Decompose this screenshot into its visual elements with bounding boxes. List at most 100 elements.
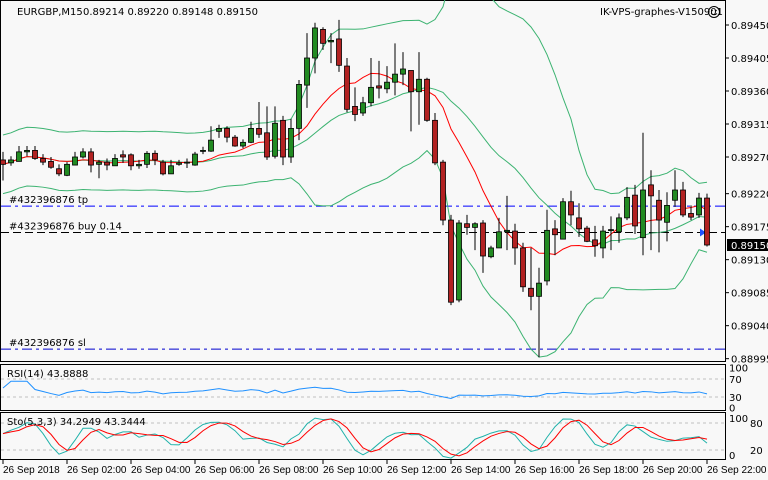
candle (680, 181, 686, 218)
candle-body (544, 229, 550, 282)
candle-body (208, 139, 214, 152)
candle (624, 187, 630, 221)
candle-body (128, 154, 134, 167)
candle-body (632, 194, 638, 227)
time-label: 26 Sep 16:00 (515, 465, 575, 476)
candle-body (120, 154, 126, 158)
candle-body (272, 122, 278, 157)
candle (568, 190, 574, 226)
candle (632, 184, 638, 234)
candle (616, 213, 622, 243)
candle (512, 223, 518, 265)
bollinger-lower-band (2, 149, 708, 358)
candle-body (16, 151, 22, 162)
price-label: 0.89405 (731, 54, 768, 65)
candle-body (200, 149, 206, 152)
stochastic-panel[interactable] (0, 412, 726, 460)
candle-body (400, 68, 406, 75)
candle (472, 222, 478, 251)
candle (0, 151, 6, 181)
time-label: 26 Sep 10:00 (323, 465, 383, 476)
candle (440, 159, 446, 226)
candle (48, 157, 54, 169)
candle (168, 159, 174, 175)
candle (64, 162, 70, 177)
candle (480, 220, 486, 273)
candle (408, 70, 414, 132)
price-label: 0.88995 (731, 355, 768, 366)
candle-body (144, 152, 150, 165)
candle-body (344, 65, 350, 110)
candle (216, 124, 222, 138)
stochastic-level-label: 80 (750, 419, 763, 430)
expert-name: IK-VPS-graphes-V150901 (600, 7, 723, 18)
candle (72, 151, 78, 166)
candle-body (64, 163, 70, 176)
time-label: 26 Sep 08:00 (259, 465, 319, 476)
candle-body (24, 149, 30, 153)
candle (352, 87, 358, 122)
smiley-face-icon[interactable] (708, 6, 720, 18)
rsi-line (2, 380, 708, 399)
candle-body (408, 70, 414, 93)
candle (288, 118, 294, 163)
price-label: 0.89220 (731, 190, 768, 201)
candle-body (480, 222, 486, 257)
candle (664, 192, 670, 242)
candles (0, 19, 710, 358)
candle (160, 159, 166, 176)
candle-body (576, 217, 582, 230)
candle (40, 154, 46, 166)
candle-body (616, 217, 622, 233)
candle (80, 148, 86, 159)
candle (120, 150, 126, 163)
candle-body (472, 223, 478, 228)
candle-body (264, 132, 270, 158)
stochastic-signal-line (2, 418, 708, 457)
candle-body (112, 158, 118, 167)
candle (296, 80, 302, 141)
candle (696, 192, 702, 218)
stochastic-title: Sto(5,3,3) 34.2949 43.3444 (7, 417, 146, 428)
candle-body (80, 151, 86, 158)
candle-body (664, 204, 670, 223)
candle (488, 245, 494, 259)
candle (88, 148, 94, 173)
candle-body (640, 189, 646, 239)
candle-body (704, 197, 710, 246)
candle (368, 58, 374, 107)
candle (96, 159, 102, 179)
current-price-label: 0.89150 (731, 241, 768, 252)
time-label: 26 Sep 22:00 (707, 465, 767, 476)
candle-body (552, 228, 558, 236)
candle-body (304, 57, 310, 86)
candle (104, 158, 110, 171)
candle (360, 96, 366, 116)
candle (256, 102, 262, 138)
rsi-panel[interactable] (0, 364, 726, 411)
candle-body (192, 153, 198, 166)
rsi-level-label: 100 (729, 364, 748, 375)
candle-body (72, 156, 78, 166)
candle (704, 193, 710, 247)
stochastic-level-label: 100 (729, 414, 748, 425)
candle (336, 19, 342, 72)
candle-body (224, 127, 230, 138)
candle-body (368, 86, 374, 104)
main-price-panel[interactable] (0, 0, 726, 362)
price-label: 0.89315 (731, 120, 768, 131)
candle (424, 77, 430, 122)
candle-body (288, 127, 294, 158)
time-label: 26 Sep 14:00 (451, 465, 511, 476)
candle-body (320, 28, 326, 44)
tp-order-label: #432396876 tp (9, 195, 88, 206)
bollinger-upper-band (2, 0, 708, 195)
candle (320, 27, 326, 50)
stochastic-level-label: 20 (750, 446, 763, 457)
candle-body (536, 282, 542, 297)
